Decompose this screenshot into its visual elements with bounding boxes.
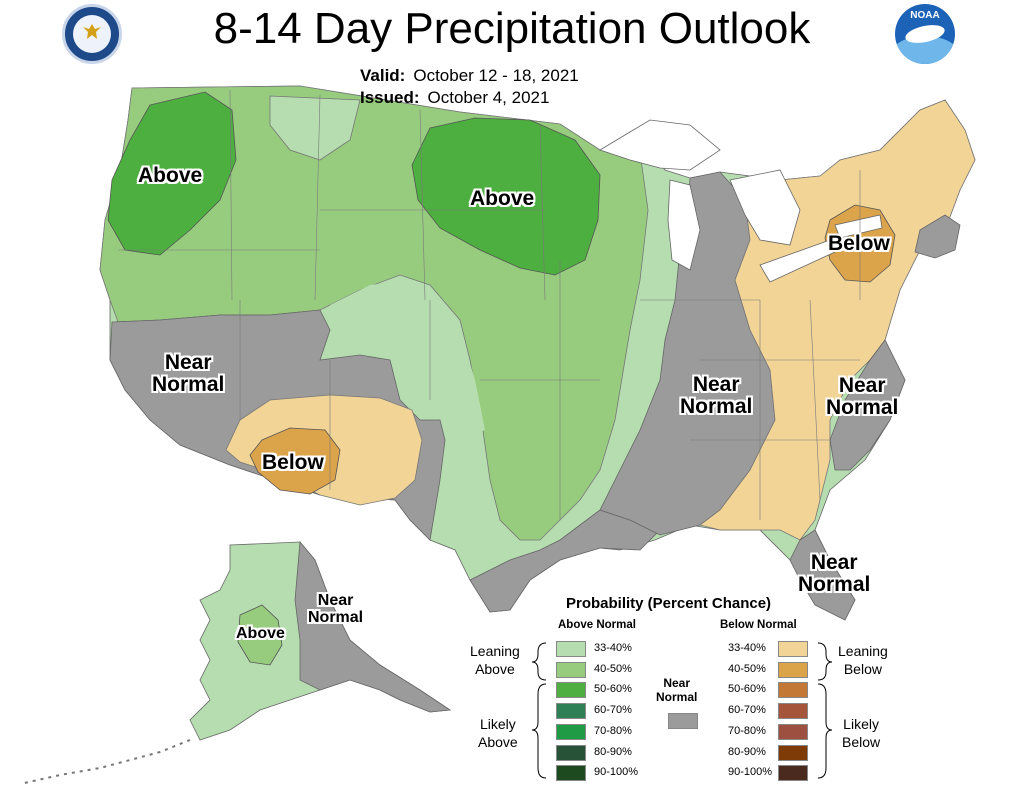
state-borders	[118, 89, 861, 520]
legend-above-range-label: 50-60%	[594, 683, 632, 696]
issued-label: Issued:	[360, 88, 420, 107]
issued-line: Issued: October 4, 2021	[360, 88, 549, 108]
issued-value: October 4, 2021	[427, 88, 550, 107]
legend-below-swatch	[778, 703, 808, 720]
department-of-commerce-logo	[62, 4, 122, 64]
above-50-60-nw	[107, 91, 237, 256]
valid-line: Valid: October 12 - 18, 2021	[360, 66, 579, 86]
legend-likely-below: Likely Below	[842, 716, 881, 750]
legend-below-swatch	[778, 661, 808, 678]
legend-above-range-label: 33-40%	[594, 642, 632, 654]
legend-above-swatch	[556, 703, 586, 720]
valid-label: Valid:	[360, 66, 406, 85]
legend-below-header: Below Normal	[720, 619, 797, 631]
lake-ontario	[834, 214, 883, 239]
legend-below-swatch	[778, 765, 808, 782]
legend-above-header: Above Normal	[558, 619, 636, 631]
legend-above-range-label: 40-50%	[594, 662, 632, 675]
legend-above-range-label: 80-90%	[594, 745, 632, 758]
legend-above-range-label: 90-100%	[594, 766, 639, 779]
legend-below-swatch	[778, 682, 808, 699]
legend-below-range-label: 33-40%	[728, 642, 766, 654]
legend-below-swatch	[778, 641, 808, 657]
label-nw-above: Above	[138, 164, 203, 187]
legend-below-range-label: 80-90%	[728, 745, 766, 758]
legend-above-swatch	[556, 723, 586, 740]
legend-below-swatch	[778, 744, 808, 761]
legend-near-normal-swatch	[668, 713, 698, 729]
lake-erie	[759, 239, 836, 283]
label-fl-near-normal: Near Normal	[798, 551, 871, 597]
noaa-logo: NOAA	[895, 4, 955, 64]
page-title: 8-14 Day Precipitation Outlook	[213, 4, 811, 53]
label-ak-above: Above	[236, 625, 285, 642]
above-33-40-inset	[269, 95, 361, 161]
legend-above-swatch	[556, 744, 586, 761]
near-normal-carolina	[829, 339, 906, 471]
legend-above-swatch	[556, 682, 586, 699]
legend-above-swatch	[556, 765, 586, 782]
lake-michigan	[667, 179, 701, 271]
above-50-60-nd	[411, 117, 601, 276]
aleutians	[19, 739, 191, 785]
legend-title: Probability (Percent Chance)	[566, 595, 772, 612]
noaa-logo-text: NOAA	[910, 10, 940, 21]
legend-above-range-label: 60-70%	[594, 704, 632, 717]
legend-below-range-label: 50-60%	[728, 683, 766, 696]
legend-below-range-label: 90-100%	[728, 766, 773, 779]
label-ms-near-normal: Near Normal	[680, 373, 753, 419]
legend-above-swatch	[556, 641, 586, 657]
alaska-above-40-50	[237, 604, 283, 666]
legend-below-range-label: 40-50%	[728, 662, 766, 675]
label-ak-near-normal: Near Normal	[308, 592, 364, 626]
legend-above-range-label: 70-80%	[594, 724, 632, 737]
near-normal-florida	[789, 529, 856, 621]
legend-leaning-below: Leaning Below	[838, 643, 888, 677]
label-sw-near-normal: Near Normal	[152, 351, 225, 397]
legend-likely-above: Likely Above	[478, 716, 518, 750]
above-33-40-central	[320, 280, 485, 440]
eagle-icon	[83, 24, 101, 39]
near-normal-new-england	[914, 214, 961, 259]
legend-above-swatch	[556, 661, 586, 678]
lake-huron	[729, 169, 801, 246]
label-ny-below: Below	[828, 232, 890, 255]
legend-leaning-above: Leaning Above	[470, 643, 520, 677]
legend-below-swatch	[778, 723, 808, 740]
valid-value: October 12 - 18, 2021	[413, 66, 579, 85]
label-carolina-near-normal: Near Normal	[826, 374, 899, 420]
legend-below-range-label: 60-70%	[728, 704, 766, 717]
alaska-near-normal	[294, 540, 452, 713]
legend-near-normal-label: Near Normal	[656, 676, 698, 705]
label-nd-above: Above	[470, 187, 535, 210]
below-40-50-az	[249, 427, 341, 495]
lake-superior	[599, 119, 721, 171]
label-az-below: Below	[262, 451, 324, 474]
legend-below-range-label: 70-80%	[728, 724, 766, 737]
